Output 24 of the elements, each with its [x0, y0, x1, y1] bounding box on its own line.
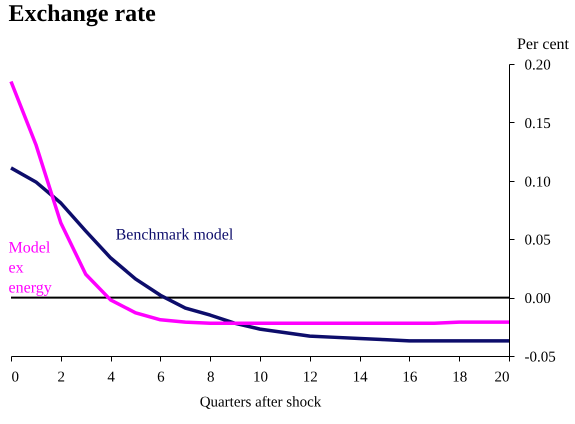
x-tick-label: 14: [352, 370, 368, 386]
x-tick-label: 8: [206, 370, 214, 386]
series-label: Model ex energy: [8, 239, 52, 296]
y-axis-title: Per cent: [517, 36, 570, 53]
y-tick-label: 0.20: [524, 58, 551, 74]
y-tick-label: 0.15: [524, 116, 551, 132]
x-tick-label: 6: [157, 370, 166, 386]
line-series: [9, 80, 511, 326]
y-tick-label: 0.05: [524, 232, 551, 249]
y-tick-label: 0.10: [524, 174, 551, 190]
chart-title: Exchange rate: [8, 1, 156, 27]
x-tick-label: 18: [452, 370, 468, 386]
series-label: Benchmark model: [116, 226, 234, 244]
line-series: [9, 166, 511, 343]
x-tick-label: 20: [494, 370, 510, 386]
x-axis-title: Quarters after shock: [200, 394, 322, 410]
x-tick-label: 12: [302, 370, 318, 386]
x-tick-label: 4: [107, 370, 116, 386]
y-tick-label: -0.05: [524, 350, 556, 366]
y-tick-label: 0.00: [524, 291, 551, 308]
x-tick-label: 0: [12, 370, 19, 386]
x-tick-label: 2: [58, 370, 66, 386]
x-tick-label: 16: [402, 370, 418, 386]
x-tick-label: 10: [253, 370, 268, 386]
